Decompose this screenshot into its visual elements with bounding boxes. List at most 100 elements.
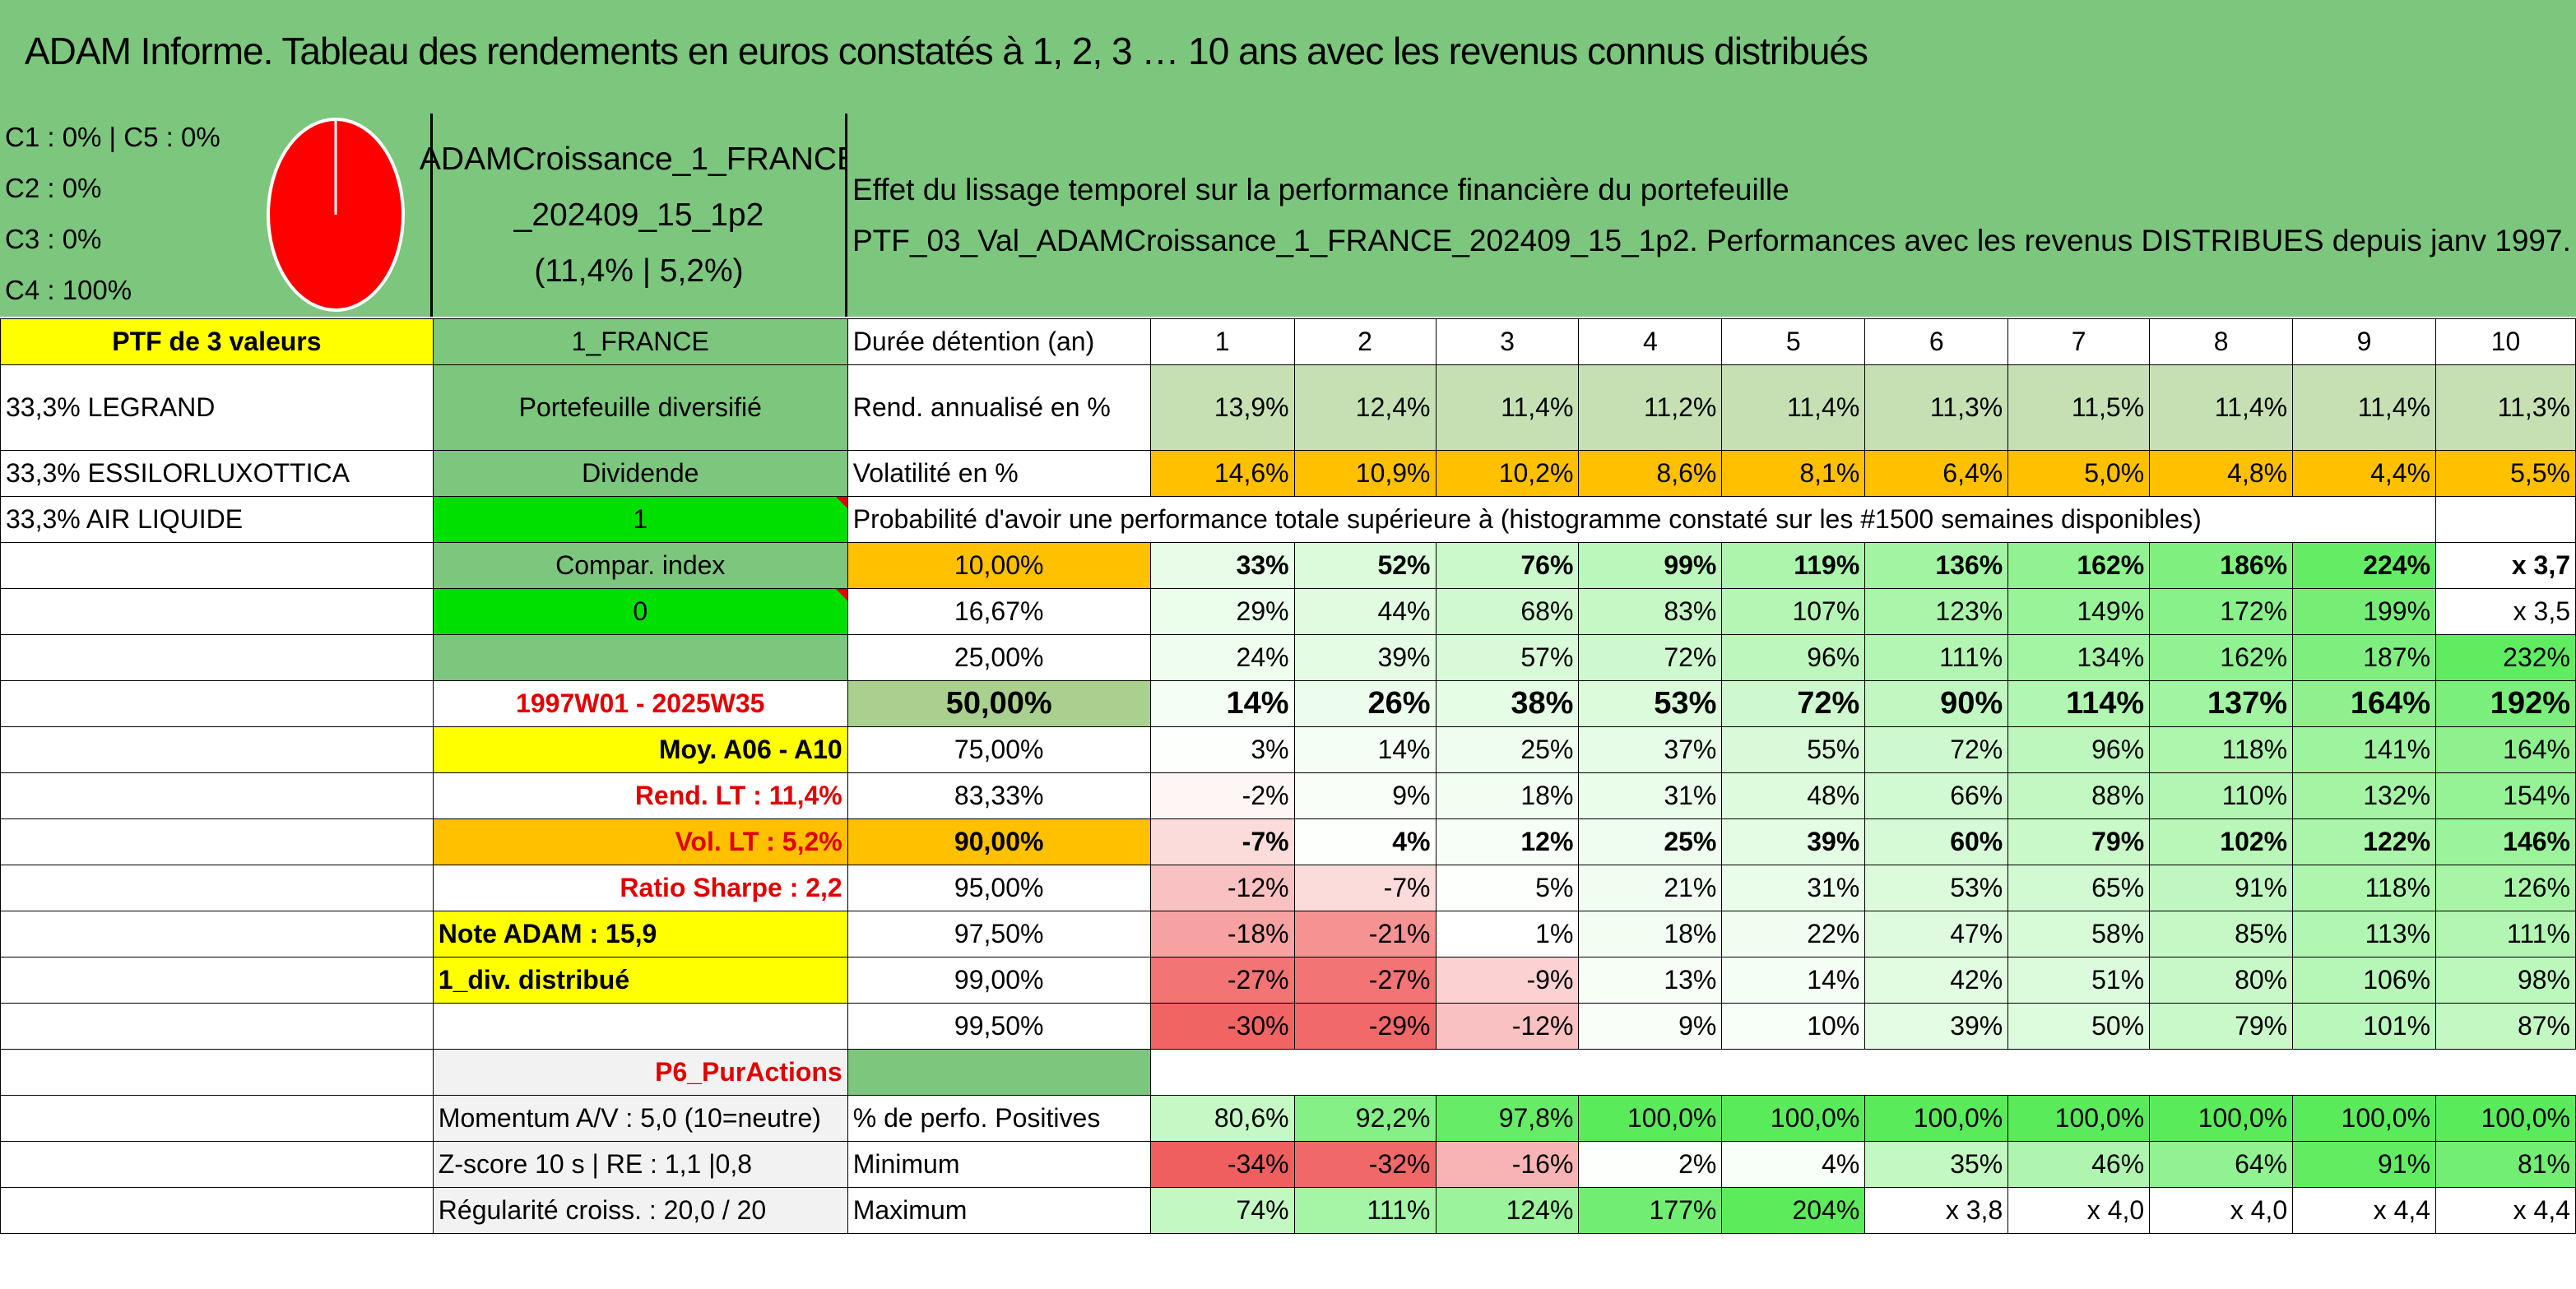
prob-cell: 107% bbox=[1721, 588, 1866, 635]
performance-table: PTF de 3 valeurs 1_FRANCE Durée détentio… bbox=[0, 318, 2576, 1234]
prob-cell: 136% bbox=[1864, 542, 2009, 589]
prob-cell: 3% bbox=[1149, 726, 1295, 773]
regularite-label: Régularité croiss. : 20,0 / 20 bbox=[432, 1187, 848, 1234]
prob-row: 1997W01 - 2025W35 50,00% 14% 26% 38% 53%… bbox=[0, 680, 2576, 727]
prob-cell: 146% bbox=[2435, 818, 2576, 865]
max-cell: x 4,4 bbox=[2435, 1187, 2576, 1234]
empty-green-cell bbox=[847, 1049, 1151, 1096]
empty-cell bbox=[0, 634, 434, 681]
prob-cell: 29% bbox=[1149, 588, 1295, 635]
year-header: 10 bbox=[2435, 318, 2576, 365]
prob-header-row: 33,3% AIR LIQUIDE 1 Probabilité d'avoir … bbox=[0, 496, 2576, 543]
pos-cell: 80,6% bbox=[1149, 1095, 1295, 1142]
threshold-cell: 10,00% bbox=[847, 542, 1151, 589]
vol-cell: 14,6% bbox=[1149, 450, 1295, 497]
prob-row: 25,00% 24% 39% 57% 72% 96% 111% 134% 162… bbox=[0, 634, 2576, 681]
prob-cell: 164% bbox=[2435, 726, 2576, 773]
prob-cell: 113% bbox=[2292, 911, 2437, 957]
prob-cell: 80% bbox=[2149, 957, 2294, 1004]
prob-cell: 118% bbox=[2292, 865, 2437, 911]
year-header: 8 bbox=[2149, 318, 2294, 365]
dividend-value-cell[interactable]: 1 bbox=[432, 496, 848, 543]
prob-cell: 33% bbox=[1149, 542, 1295, 589]
prob-cell: -12% bbox=[1149, 865, 1295, 911]
prob-cell: 66% bbox=[1864, 772, 2009, 819]
prob-row: Rend. LT : 11,4% 83,33% -2% 9% 18% 31% 4… bbox=[0, 772, 2576, 819]
prob-cell: 39% bbox=[1864, 1003, 2009, 1050]
prob-cell: 12% bbox=[1435, 818, 1580, 865]
rend-cell: 11,4% bbox=[2292, 364, 2437, 451]
prob-row: Moy. A06 - A10 75,00% 3% 14% 25% 37% 55%… bbox=[0, 726, 2576, 773]
threshold-cell: 90,00% bbox=[847, 818, 1151, 865]
vol-row: 33,3% ESSILORLUXOTTICA Dividende Volatil… bbox=[0, 450, 2576, 497]
prob-cell: 57% bbox=[1435, 634, 1580, 681]
prob-cell: 122% bbox=[2292, 818, 2437, 865]
min-label: Minimum bbox=[847, 1141, 1151, 1188]
vol-cell: 8,6% bbox=[1578, 450, 1723, 497]
vol-cell: 4,8% bbox=[2149, 450, 2294, 497]
prob-cell: 76% bbox=[1435, 542, 1580, 589]
vol-label: Volatilité en % bbox=[847, 450, 1151, 497]
prob-cell: -18% bbox=[1149, 911, 1295, 957]
prob-cell: 25% bbox=[1435, 726, 1580, 773]
pos-row: Momentum A/V : 5,0 (10=neutre) % de perf… bbox=[0, 1095, 2576, 1142]
duration-label: Durée détention (an) bbox=[847, 318, 1151, 365]
prob-cell: 26% bbox=[1293, 680, 1437, 727]
empty-cell bbox=[0, 588, 434, 635]
year-header: 1 bbox=[1149, 318, 1295, 365]
empty-cell bbox=[0, 1187, 434, 1234]
threshold-cell: 25,00% bbox=[847, 634, 1151, 681]
prob-cell: 134% bbox=[2007, 634, 2151, 681]
year-header: 2 bbox=[1293, 318, 1437, 365]
portfolio-name-line2: _202409_15_1p2 bbox=[513, 197, 764, 233]
prob-cell: 172% bbox=[2149, 588, 2294, 635]
prob-cell: -12% bbox=[1435, 1003, 1580, 1050]
rend-label: Rend. annualisé en % bbox=[847, 364, 1151, 451]
prob-cell: 154% bbox=[2435, 772, 2576, 819]
rend-cell: 11,4% bbox=[1435, 364, 1580, 451]
min-row: Z-score 10 s | RE : 1,1 |0,8 Minimum -34… bbox=[0, 1141, 2576, 1188]
year-header: 6 bbox=[1864, 318, 2009, 365]
prob-cell: 21% bbox=[1578, 865, 1723, 911]
prob-cell: 90% bbox=[1864, 680, 2009, 727]
prob-cell: 24% bbox=[1149, 634, 1295, 681]
period-label: 1997W01 - 2025W35 bbox=[432, 680, 848, 727]
div-label: 1_div. distribué bbox=[432, 957, 848, 1004]
threshold-cell: 16,67% bbox=[847, 588, 1151, 635]
min-cell: -32% bbox=[1293, 1141, 1437, 1188]
prob-cell: 31% bbox=[1578, 772, 1723, 819]
empty-cell bbox=[0, 1095, 434, 1142]
prob-cell: 42% bbox=[1864, 957, 2009, 1004]
prob-cell: 149% bbox=[2007, 588, 2151, 635]
momentum-label: Momentum A/V : 5,0 (10=neutre) bbox=[432, 1095, 848, 1142]
prob-cell: x 3,5 bbox=[2435, 588, 2576, 635]
title-band bbox=[0, 102, 2576, 114]
prob-cell: 118% bbox=[2149, 726, 2294, 773]
prob-cell: 111% bbox=[1864, 634, 2009, 681]
prob-cell: 72% bbox=[1578, 634, 1723, 681]
ptf-header: PTF de 3 valeurs bbox=[0, 318, 434, 365]
prob-cell: -30% bbox=[1149, 1003, 1295, 1050]
compar-value-cell[interactable]: 0 bbox=[432, 588, 848, 635]
prob-cell: 119% bbox=[1721, 542, 1866, 589]
prob-cell: 58% bbox=[2007, 911, 2151, 957]
min-cell: 46% bbox=[2007, 1141, 2151, 1188]
empty-cell bbox=[0, 726, 434, 773]
prob-cell: -2% bbox=[1149, 772, 1295, 819]
max-label: Maximum bbox=[847, 1187, 1151, 1234]
prob-cell: 164% bbox=[2292, 680, 2437, 727]
prob-cell: 1% bbox=[1435, 911, 1580, 957]
empty-cell bbox=[0, 1049, 434, 1096]
prob-cell: 187% bbox=[2292, 634, 2437, 681]
rend-cell: 11,3% bbox=[2435, 364, 2576, 451]
allocation-line-4: C4 : 100% bbox=[5, 275, 132, 305]
prob-cell: 79% bbox=[2149, 1003, 2294, 1050]
vol-cell: 8,1% bbox=[1721, 450, 1866, 497]
empty-cell bbox=[0, 1141, 434, 1188]
empty-cell bbox=[0, 911, 434, 957]
holding-3: 33,3% AIR LIQUIDE bbox=[0, 496, 434, 543]
prob-cell: 91% bbox=[2149, 865, 2294, 911]
rend-cell: 13,9% bbox=[1149, 364, 1295, 451]
moy-label: Moy. A06 - A10 bbox=[432, 726, 848, 773]
prob-cell: x 3,7 bbox=[2435, 542, 2576, 589]
